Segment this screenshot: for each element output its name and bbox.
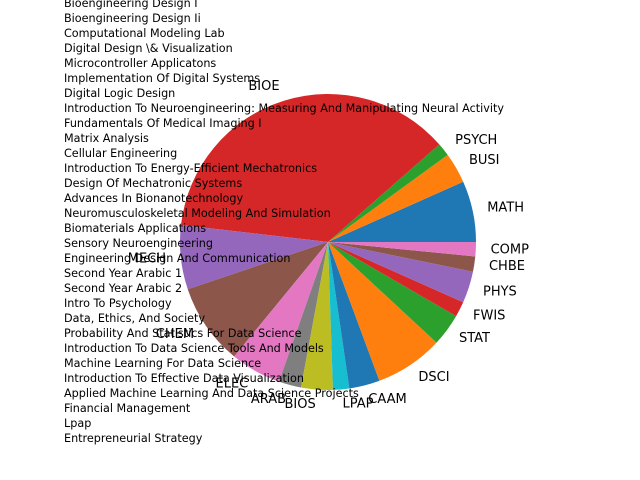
pie-slice-chem [187,242,328,357]
course-name-item: Design Of Mechatronic Systems [64,177,243,190]
slice-label-comp: COMP [491,242,530,257]
course-name-item: Second Year Arabic 2 [64,282,183,295]
pie-slice-psych [328,144,448,242]
slice-label-fwis: FWIS [473,308,505,323]
course-name-item: Matrix Analysis [64,132,149,145]
pie-slice-stat [328,242,457,343]
slice-label-bios: BIOS [285,397,316,412]
pie-slice-dsci [328,242,437,381]
pie-slice-lpap [328,242,350,390]
pie-slice-elec [234,242,328,382]
slice-label-mech: MECH [128,252,166,267]
slice-label-caam: CAAM [368,392,406,407]
slice-label-arab: ARAB [251,392,286,407]
pie-slice-math [328,181,477,242]
slice-label-math: MATH [487,201,524,216]
course-name-item: Introduction To Data Science Tools And M… [64,342,324,355]
course-name-item: Financial Management [64,402,191,415]
course-name-item: Implementation Of Digital Systems [64,72,261,85]
course-name-item: Cellular Engineering [64,147,178,160]
course-name-item: Computational Modeling Lab [64,27,225,40]
course-name-item: Bioengineering Design I [64,0,198,10]
pie-slice-phys [328,242,473,303]
course-name-item: Intro To Psychology [64,297,172,310]
course-name-item: Probability And Statistics For Data Scie… [64,327,302,340]
pie-slice-comp [328,242,476,257]
slice-label-chem: CHEM [156,327,194,342]
slice-label-psych: PSYCH [455,133,497,148]
course-name-item: Microcontroller Applicatons [64,57,217,70]
course-name-item: Biomaterials Applications [64,222,207,235]
slice-label-stat: STAT [459,331,490,346]
pie-slice-fwis [328,242,464,317]
pie-slice-bioe [180,93,440,242]
course-name-item: Second Year Arabic 1 [64,267,183,280]
course-name-item: Applied Machine Learning And Data Scienc… [64,387,359,400]
course-name-item: Fundamentals Of Medical Imaging I [64,117,262,130]
course-name-item: Introduction To Energy-Efficient Mechatr… [64,162,318,175]
course-name-item: Sensory Neuroengineering [64,237,214,250]
course-name-item: Introduction To Neuroengineering: Measur… [64,102,505,115]
pie-slice-mech [179,224,328,290]
course-name-item: Bioengineering Design Ii [64,12,201,25]
course-name-item: Digital Design \& Visualization [64,42,233,55]
pie-slice-arab [279,242,328,388]
course-name-list: Bioengineering Design I Bioengineering De… [64,0,504,446]
course-name-item: Lpap [64,417,92,430]
slice-label-bioe: BIOE [248,79,279,94]
pie-slice-chbe [328,242,476,272]
pie-slices [179,93,477,391]
course-name-item: Advances In Bionanotechnology [64,192,244,205]
pie-slice-busi [328,154,464,242]
course-name-item: Engineering Design And Communication [64,252,291,265]
course-name-item: Introduction To Effective Data Visualiza… [64,372,304,385]
slice-label-elec: ELEC [216,376,249,391]
slice-label-lpap: LPAP [342,397,373,412]
slice-label-dsci: DSCI [418,370,449,385]
slice-label-busi: BUSI [469,153,500,168]
course-name-item: Neuromusculoskeletal Modeling And Simula… [64,207,331,220]
slice-label-phys: PHYS [483,284,517,299]
course-name-item: Digital Logic Design [64,87,176,100]
course-name-item: Data, Ethics, And Society [64,312,206,325]
pie-slice-caam [328,242,380,389]
course-name-item: Entrepreneurial Strategy [64,432,203,445]
slice-label-chbe: CHBE [489,259,525,274]
course-name-item: Machine Learning For Data Science [64,357,262,370]
pie-slice-bios [301,242,333,391]
